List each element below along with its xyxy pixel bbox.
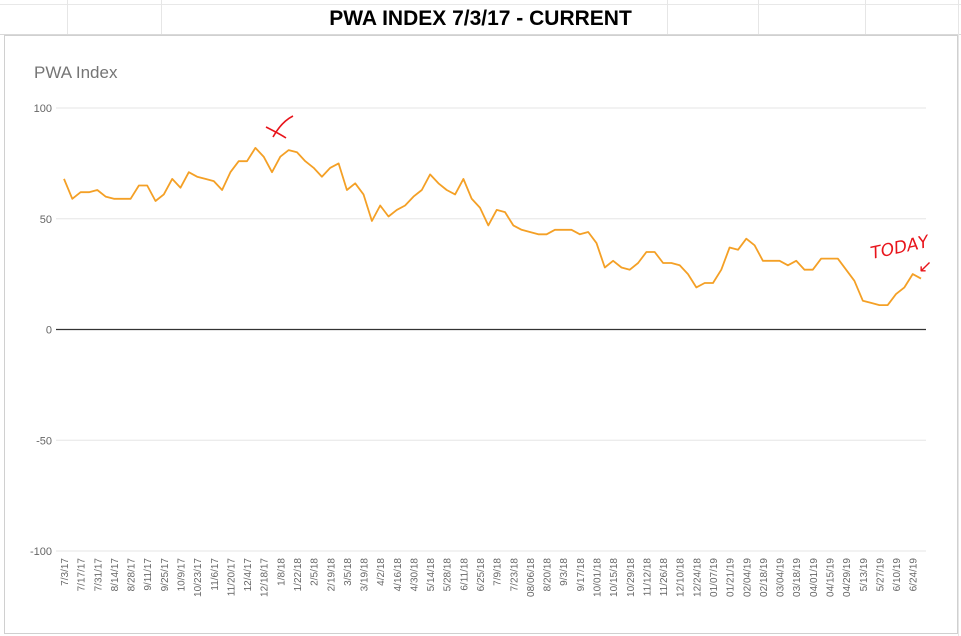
y-tick-label: -50 xyxy=(36,435,52,447)
x-tick-label: 9/3/18 xyxy=(559,558,570,586)
x-tick-label: 8/28/17 xyxy=(127,558,138,592)
x-tick-label: 5/14/18 xyxy=(426,558,437,592)
x-tick-label: 10/01/18 xyxy=(593,558,604,597)
y-tick-label: -100 xyxy=(30,546,52,558)
today-arrow-icon: ↙ xyxy=(918,257,932,277)
x-tick-label: 9/17/18 xyxy=(576,558,587,592)
x-tick-label: 02/18/19 xyxy=(759,558,770,597)
x-tick-label: 04/01/19 xyxy=(809,558,820,597)
x-tick-label: 01/07/19 xyxy=(709,558,720,597)
chart-title: PWA Index xyxy=(34,63,118,82)
x-tick-label: 04/29/19 xyxy=(842,558,853,597)
x-tick-label: 6/10/19 xyxy=(892,558,903,592)
x-tick-label: 12/10/18 xyxy=(676,558,687,597)
x-tick-label: 7/3/17 xyxy=(60,558,71,586)
x-tick-label: 5/28/18 xyxy=(443,558,454,592)
x-tick-label: 8/20/18 xyxy=(543,558,554,592)
x-tick-label: 02/04/19 xyxy=(742,558,753,597)
y-tick-label: 0 xyxy=(46,325,52,337)
chart-container[interactable]: PWA Index xyxy=(4,35,958,634)
x-tick-label: 3/5/18 xyxy=(343,558,354,586)
y-tick-label: 100 xyxy=(34,103,52,115)
x-tick-label: 04/15/19 xyxy=(825,558,836,597)
x-tick-label: 01/21/19 xyxy=(726,558,737,597)
x-tick-label: 11/26/18 xyxy=(659,558,670,597)
x-tick-label: 1/8/18 xyxy=(276,558,287,586)
x-tick-label: 7/17/17 xyxy=(77,558,88,592)
x-mark-stroke-2 xyxy=(272,115,294,138)
x-tick-label: 2/5/18 xyxy=(310,558,321,586)
series-line-pwa-index xyxy=(63,147,922,306)
x-tick-label: 5/27/19 xyxy=(875,558,886,592)
x-tick-label: 5/13/19 xyxy=(859,558,870,592)
gridlines xyxy=(56,107,926,552)
x-tick-label: 08/06/18 xyxy=(526,558,537,597)
x-tick-label: 12/24/18 xyxy=(692,558,703,597)
x-tick-label: 03/04/19 xyxy=(776,558,787,597)
x-tick-label: 10/15/18 xyxy=(609,558,620,597)
sheet-title[interactable]: PWA INDEX 7/3/17 - CURRENT xyxy=(329,7,632,30)
x-tick-label: 10/29/18 xyxy=(626,558,637,597)
x-tick-label: 9/25/17 xyxy=(160,558,171,592)
x-tick-label: 4/2/18 xyxy=(376,558,387,586)
x-tick-label: 7/31/17 xyxy=(93,558,104,592)
x-tick-label: 11/12/18 xyxy=(642,558,653,597)
x-tick-label: 03/18/19 xyxy=(792,558,803,597)
y-axis-ticks: 100 50 0 -50 -100 xyxy=(30,103,52,558)
x-tick-label: 10/23/17 xyxy=(193,558,204,597)
x-tick-label: 12/18/17 xyxy=(260,558,271,597)
x-tick-label: 2/19/18 xyxy=(326,558,337,592)
x-tick-label: 3/19/18 xyxy=(360,558,371,592)
x-tick-label: 4/16/18 xyxy=(393,558,404,592)
x-tick-label: 12/4/17 xyxy=(243,558,254,592)
x-tick-label: 6/24/19 xyxy=(909,558,920,592)
x-tick-label: 11/6/17 xyxy=(210,558,221,591)
x-tick-label: 4/30/18 xyxy=(409,558,420,592)
x-tick-label: 8/14/17 xyxy=(110,558,121,592)
x-tick-label: 6/25/18 xyxy=(476,558,487,592)
x-tick-label: 11/20/17 xyxy=(226,558,237,597)
x-tick-label: 9/11/17 xyxy=(143,558,154,591)
x-tick-label: 1/22/18 xyxy=(293,558,304,592)
x-axis-ticks: 7/3/17 7/17/17 7/31/17 8/14/17 8/28/17 9/11/1… xyxy=(60,558,920,597)
y-tick-label: 50 xyxy=(40,214,52,226)
x-tick-label: 7/9/18 xyxy=(493,558,504,586)
x-tick-label: 7/23/18 xyxy=(509,558,520,592)
x-tick-label: 6/11/18 xyxy=(459,558,470,591)
x-tick-label: 10/9/17 xyxy=(176,558,187,592)
